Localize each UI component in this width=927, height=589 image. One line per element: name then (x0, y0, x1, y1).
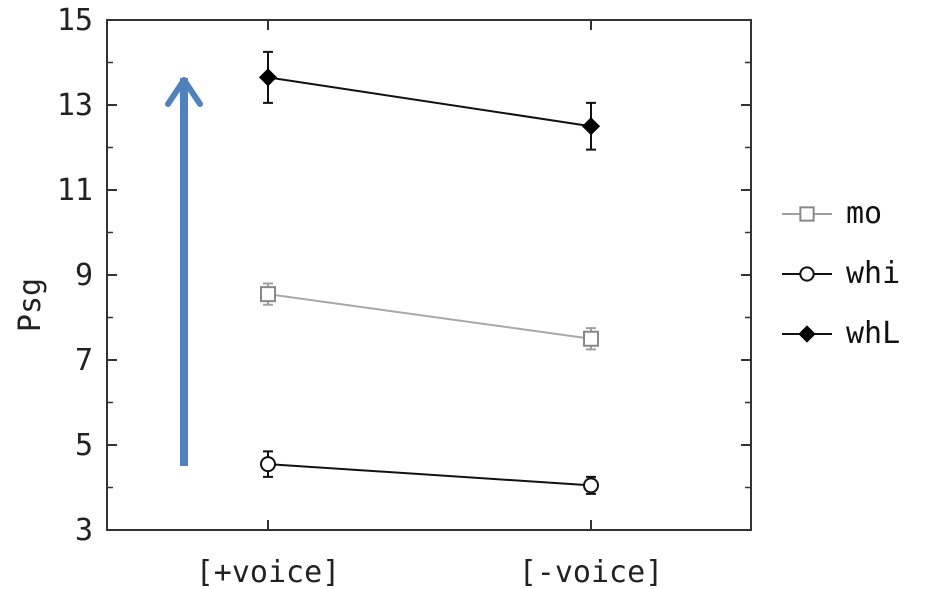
legend-item-whi: whi (782, 256, 900, 291)
tick-marks (107, 19, 751, 531)
series-line (267, 293, 592, 340)
annotation-arrow (165, 77, 203, 466)
diamond-marker (798, 325, 816, 343)
square-marker (583, 330, 599, 347)
legend-label: mo (846, 196, 882, 231)
diamond-marker (581, 117, 601, 136)
circle-marker (260, 456, 276, 473)
x-tick-label: [-voice] (519, 555, 664, 589)
y-tick-label: 13 (57, 88, 93, 123)
series-line (267, 76, 592, 128)
legend-item-mo: mo (782, 196, 882, 231)
legend-label: whL (846, 316, 900, 351)
legend-label: whi (846, 256, 900, 291)
y-tick-label: 11 (57, 173, 93, 208)
y-tick-label: 7 (75, 343, 93, 378)
y-tick-label: 9 (75, 258, 93, 293)
x-tick-label: [+voice] (196, 555, 341, 589)
series-group (258, 50, 601, 495)
legend: mo whi whL (782, 196, 900, 351)
y-tick-label: 3 (75, 513, 93, 548)
diamond-marker (258, 68, 278, 87)
square-marker (260, 286, 276, 303)
y-tick-labels: 3 5 7 9 11 13 15 (57, 3, 93, 548)
series-line (267, 463, 592, 487)
x-tick-labels: [+voice] [-voice] (196, 555, 664, 589)
circle-marker (583, 477, 599, 494)
circle-marker (799, 266, 815, 282)
arrow-head (165, 77, 203, 107)
square-marker (799, 206, 815, 222)
series-whL (258, 50, 601, 151)
y-tick-label: 15 (57, 3, 93, 38)
series-mo (260, 282, 599, 351)
y-tick-label: 5 (75, 428, 93, 463)
legend-item-whL: whL (782, 316, 900, 351)
y-axis-title: Psg (13, 278, 48, 332)
series-whi (260, 450, 599, 495)
plot-area-frame (106, 19, 752, 531)
y-axis: Psg (13, 278, 48, 332)
